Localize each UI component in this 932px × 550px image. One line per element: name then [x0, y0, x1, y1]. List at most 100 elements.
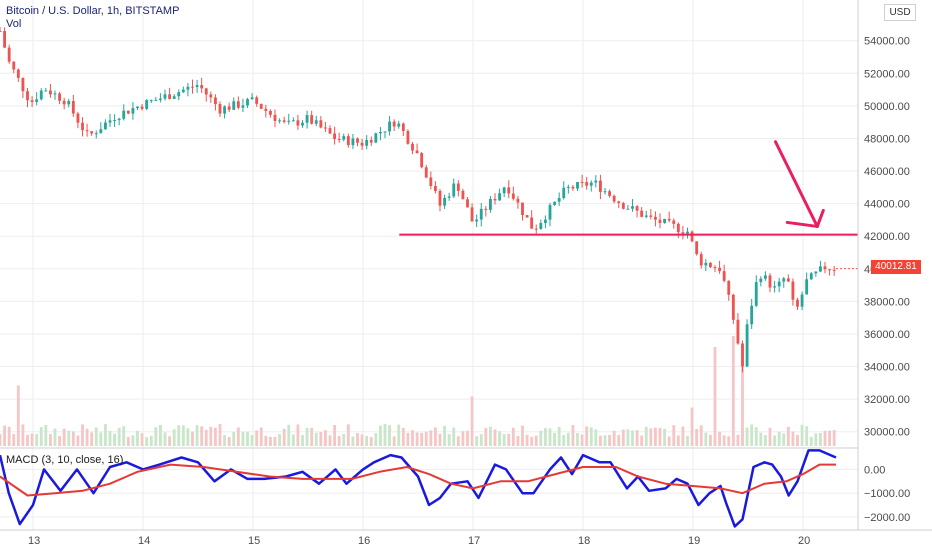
volume-bar	[640, 435, 644, 446]
macd-y-tick-label: −1000.00	[864, 488, 910, 500]
volume-bar	[122, 426, 126, 446]
macd-pane	[0, 449, 837, 528]
volume-bar	[374, 433, 378, 446]
volume-bar	[401, 427, 405, 446]
volume-bar	[741, 358, 744, 446]
volume-bar	[773, 435, 777, 446]
volume-bar	[498, 431, 502, 446]
candle-body	[149, 100, 153, 102]
volume-bar	[287, 424, 291, 446]
volume-bar	[273, 436, 277, 446]
candle-body	[759, 278, 763, 283]
candle-body	[81, 122, 84, 131]
candle-body	[365, 139, 369, 146]
volume-bar	[754, 427, 758, 446]
candle-body	[0, 30, 2, 32]
volume-bar	[181, 425, 185, 446]
volume-bar	[241, 431, 245, 446]
candle-body	[337, 139, 341, 141]
volume-bar	[392, 436, 396, 446]
volume-bar	[663, 428, 667, 446]
volume-bar	[319, 432, 323, 446]
candle-body	[388, 121, 392, 132]
volume-bar	[342, 433, 346, 446]
volume-bar	[594, 429, 598, 446]
candle-body	[621, 203, 625, 209]
x-tick-label: 19	[688, 535, 700, 547]
volume-bar	[411, 430, 414, 446]
volume-bar	[337, 436, 341, 446]
volume-bar	[154, 427, 158, 446]
volume-bar	[90, 432, 94, 446]
candle-body	[424, 167, 428, 178]
volume-bar	[346, 424, 350, 446]
volume-label: Vol	[6, 18, 22, 30]
candle-body	[90, 131, 94, 134]
candle-body	[553, 201, 557, 205]
candle-body	[511, 193, 515, 199]
currency-badge[interactable]: USD	[884, 4, 916, 21]
candle-body	[608, 191, 612, 196]
candle-body	[466, 199, 469, 208]
candle-body	[786, 278, 790, 282]
candle-body	[653, 216, 657, 220]
volume-bar	[759, 432, 763, 446]
candle-body	[498, 193, 502, 201]
volume-bar	[99, 432, 103, 446]
candle-body	[401, 123, 405, 132]
volume-bar	[397, 424, 401, 446]
candle-body	[58, 93, 62, 101]
candle-body	[818, 266, 822, 272]
candle-body	[718, 267, 722, 272]
candle-body	[631, 206, 634, 209]
candle-body	[447, 196, 451, 198]
x-tick-label: 20	[798, 535, 810, 547]
annotations[interactable]	[399, 140, 858, 270]
y-tick-label: 46000.00	[864, 166, 910, 178]
volume-bar	[470, 396, 474, 446]
volume-bar	[369, 437, 373, 446]
volume-bar	[145, 437, 149, 446]
y-tick-label: 48000.00	[864, 133, 910, 145]
volume-bar	[328, 435, 332, 446]
candle-body	[832, 269, 836, 271]
candle-body	[443, 197, 447, 206]
volume-bar	[85, 428, 89, 446]
y-tick-label: 50000.00	[864, 101, 910, 113]
volume-bar	[667, 436, 671, 446]
volume-bar	[172, 429, 176, 446]
volume-bar	[713, 347, 717, 446]
volume-bar	[617, 434, 621, 446]
candle-body	[140, 106, 144, 109]
volume-bar	[131, 435, 135, 446]
candle-body	[557, 197, 561, 202]
candle-body	[461, 190, 465, 200]
candle-body	[241, 105, 245, 108]
candle-body	[566, 186, 570, 188]
volume-bar	[67, 430, 71, 446]
volume-bar	[502, 434, 506, 446]
candle-body	[452, 183, 456, 197]
volume-bar	[195, 425, 199, 446]
arrow-shaft	[774, 140, 819, 228]
candle-body	[264, 108, 268, 111]
volume-bar	[580, 434, 584, 446]
volume-bar	[589, 427, 593, 446]
candle-body	[420, 153, 424, 168]
arrow-head-right	[815, 208, 825, 228]
candle-body	[250, 97, 254, 100]
volume-bar	[516, 435, 520, 446]
volume-bar	[608, 435, 612, 446]
candle-body	[658, 219, 662, 224]
volume-bar	[81, 424, 84, 446]
volume-bar	[718, 431, 722, 446]
y-tick-label: 38000.00	[864, 296, 910, 308]
volume-bar	[456, 436, 460, 446]
candle-body	[71, 101, 75, 114]
volume-bar	[168, 436, 172, 446]
volume-bar	[48, 434, 52, 446]
candle-body	[585, 182, 589, 186]
candle-body	[374, 133, 378, 143]
